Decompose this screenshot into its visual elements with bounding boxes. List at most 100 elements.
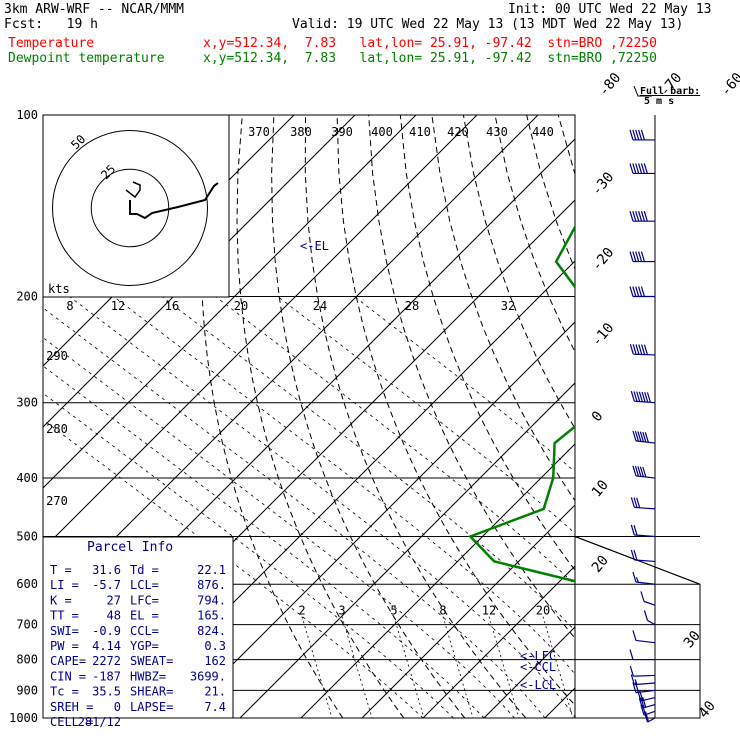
barb-flag (630, 391, 635, 402)
barb-flag (635, 344, 640, 355)
dry-adiabat (621, 115, 740, 718)
theta-label: 410 (409, 125, 431, 139)
moist-adiabat (215, 296, 575, 586)
barb-staff (634, 534, 656, 538)
theta-side-label: 280 (46, 422, 68, 436)
parcel-key: LCL= (130, 578, 159, 592)
dewpoint-label: Dewpoint temperature (8, 51, 165, 66)
barb-flag (630, 497, 635, 508)
isotherm-line (667, 115, 740, 718)
barb-flag (632, 163, 637, 174)
parcel-value: 22.1 (197, 563, 226, 577)
pressure-label-600: 600 (16, 577, 38, 591)
profiles (468, 115, 691, 718)
speed-tick-label: 16 (165, 299, 179, 313)
barb-flag (630, 524, 635, 536)
wind-barb (640, 591, 656, 606)
dewpoint-coords: x,y=512.34, 7.83 lat,lon= 25.91, -97.42 … (203, 51, 657, 66)
mixing-ratio-line (442, 616, 474, 718)
dry-adiabat (653, 115, 740, 718)
dry-adiabat (304, 115, 527, 718)
parcel-value: -5.7 (92, 578, 121, 592)
wind-barb (632, 430, 656, 444)
isotherm-line (43, 115, 539, 611)
parcel-key: HWBZ= (130, 669, 166, 683)
barb-flag (641, 344, 646, 355)
moist-adiabat (113, 296, 575, 675)
isotherm-line (728, 115, 740, 718)
isotherm-line (43, 115, 478, 550)
barb-flag (638, 163, 643, 174)
parcel-key: EL = (130, 609, 159, 623)
wind-barb (629, 163, 655, 175)
theta-label: 390 (331, 125, 353, 139)
parcel-value: 0.3 (204, 639, 226, 653)
barb-flag (638, 251, 643, 262)
theta-side-label: 270 (46, 494, 68, 508)
barb-flag (632, 211, 637, 222)
barb-half-flag (635, 577, 639, 583)
barb-flag (629, 666, 634, 677)
barb-flag (632, 430, 637, 442)
moist-adiabats (43, 296, 575, 718)
hodograph-ring (52, 130, 208, 286)
speed-tick-label: 12 (111, 299, 125, 313)
pressure-label-1000: 1000 (9, 711, 38, 725)
wind-barb (630, 549, 656, 563)
wind-barb (629, 129, 655, 141)
hodograph-ring (90, 168, 170, 248)
moist-adiabat (43, 307, 546, 718)
barb-flag (640, 163, 646, 174)
barb-flag (634, 465, 639, 477)
barb-flag (640, 211, 646, 222)
barb-flag (636, 391, 641, 402)
speed-tick-label: 28 (405, 299, 419, 313)
theta-label: 440 (532, 125, 554, 139)
parcel-key: CCL= (130, 624, 159, 638)
lcl-marker: <-LCL (520, 678, 556, 692)
barb-flag (644, 392, 649, 403)
barb-flag (639, 466, 644, 477)
temperature-profile (599, 115, 691, 718)
isotherm-line (239, 382, 575, 718)
parcel-value: 281/12 (78, 715, 121, 729)
wind-barb (630, 391, 656, 404)
valid-time: Valid: 19 UTC Wed 22 May 13 (13 MDT Wed … (292, 17, 684, 32)
moist-adiabat (43, 419, 424, 718)
wind-barb (630, 674, 656, 686)
barb-flag (635, 163, 640, 174)
parcel-value: 31.6 (92, 563, 121, 577)
barb-flag (636, 497, 641, 508)
speed-tick-label: 24 (313, 299, 327, 313)
pressure-label-800: 800 (16, 653, 38, 667)
parcel-value: 824. (197, 624, 226, 638)
parcel-value: 2272 (92, 654, 121, 668)
barb-flag (640, 697, 645, 708)
isotherm-label: 20 (589, 553, 612, 576)
barb-flag (632, 251, 637, 262)
pressure-label-500: 500 (16, 529, 38, 543)
barb-flag (643, 163, 648, 174)
barb-flag (638, 129, 643, 141)
barb-flag (633, 524, 638, 536)
wind-barb (629, 251, 655, 263)
barb-flag (638, 211, 643, 222)
isotherm-label: -20 (589, 245, 618, 275)
parcel-key: CIN = (50, 669, 86, 683)
barb-flag (635, 251, 640, 262)
barb-flag (640, 251, 646, 262)
wind-barb (638, 697, 656, 709)
isotherm-line (43, 115, 417, 489)
barb-flag (632, 286, 637, 297)
isotherm-label: -30 (589, 169, 618, 199)
theta-label: 400 (371, 125, 393, 139)
barb-legend-icon (633, 85, 652, 97)
parcel-key: CAPE= (50, 654, 86, 668)
isotherm-line (178, 321, 575, 718)
barb-flag (638, 344, 643, 355)
barb-flag (633, 549, 638, 561)
parcel-value: 27 (107, 593, 121, 607)
speed-tick-label: 32 (501, 299, 515, 313)
